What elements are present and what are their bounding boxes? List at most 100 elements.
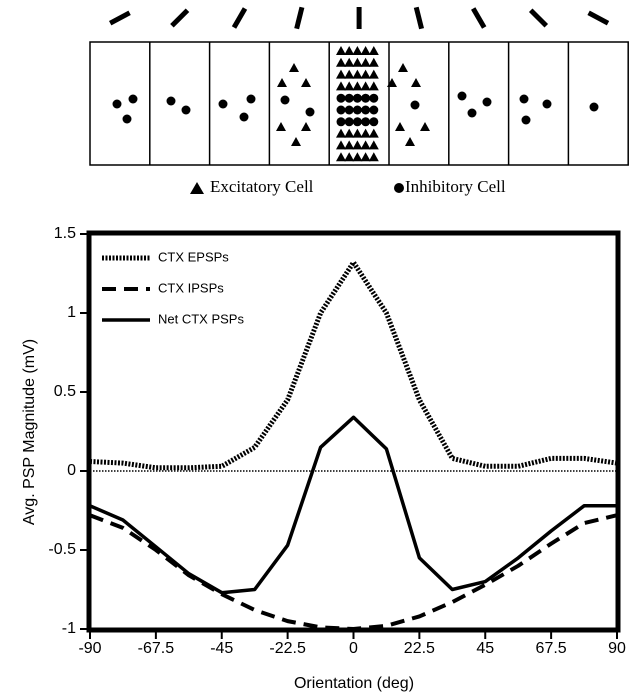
y-tick-label: 0.5 (54, 383, 76, 400)
inhibitory-cell (482, 97, 492, 107)
excitatory-cell (336, 57, 346, 67)
legend-label: CTX IPSPs (158, 280, 224, 295)
excitatory-cell (360, 140, 371, 150)
excitatory-cell (344, 128, 355, 138)
inhibitory-cell (410, 100, 420, 110)
orientation-bar (587, 10, 610, 26)
inhibitory-cell (352, 117, 362, 127)
inhibitory-cell (112, 99, 122, 109)
inhibitory-cell (521, 115, 531, 125)
inhibitory-cell (166, 96, 176, 106)
excitatory-cell (336, 140, 346, 150)
legend-label: Net CTX PSPs (158, 311, 244, 326)
excitatory-cell (368, 152, 379, 162)
inhibitory-cell (352, 105, 362, 115)
x-tick-label: -45 (210, 640, 233, 657)
inhibitory-cell (369, 105, 379, 115)
y-tick-label: 1 (67, 304, 76, 321)
excitatory-cell (360, 81, 371, 91)
series-line (89, 259, 618, 471)
x-tick-label: -67.5 (138, 640, 175, 657)
excitatory-cell (336, 152, 346, 162)
excitatory-cell (368, 140, 379, 150)
excitatory-cell (352, 152, 363, 162)
excitatory-cell (368, 128, 379, 138)
excitatory-cell (360, 57, 371, 67)
excitatory-cell (277, 78, 287, 87)
excitatory-cell (344, 57, 355, 67)
excitatory-cell (352, 57, 363, 67)
orientation-bar (294, 6, 305, 30)
legend-label: Excitatory Cell (210, 177, 314, 196)
excitatory-cell (344, 81, 355, 91)
excitatory-cell (344, 46, 355, 55)
inhibitory-cell (239, 112, 249, 122)
x-axis-label: Orientation (deg) (294, 675, 414, 692)
excitatory-cell (360, 69, 371, 79)
inhibitory-cell (467, 108, 477, 118)
orientation-bar (231, 7, 248, 29)
inhibitory-cell (246, 94, 256, 104)
inhibitory-cell (128, 94, 138, 104)
orientation-diagram (89, 6, 629, 166)
inhibitory-cell (457, 91, 467, 101)
inhibitory-cell (361, 105, 371, 115)
x-tick-label: 45 (476, 640, 494, 657)
excitatory-cell (368, 46, 379, 55)
y-axis-label: Avg. PSP Magnitude (mV) (21, 339, 38, 525)
inhibitory-cell (542, 99, 552, 109)
inhibitory-cell (336, 93, 346, 103)
inhibitory-cell (369, 117, 379, 127)
excitatory-cell (352, 128, 363, 138)
inhibitory-cell (122, 114, 132, 124)
excitatory-symbol (190, 182, 204, 194)
orientation-bar (109, 10, 131, 26)
x-tick-label: 0 (349, 640, 358, 657)
excitatory-cell (289, 63, 299, 72)
orientation-bar (528, 8, 549, 28)
excitatory-cell (368, 57, 379, 67)
inhibitory-cell (344, 93, 354, 103)
x-tick-label: 90 (608, 640, 626, 657)
excitatory-cell (336, 128, 346, 138)
excitatory-cell (368, 69, 379, 79)
inhibitory-cell (352, 93, 362, 103)
x-tick-label: 67.5 (536, 640, 567, 657)
orientation-bar (413, 6, 424, 30)
inhibitory-cell (336, 105, 346, 115)
excitatory-cell (301, 122, 311, 131)
excitatory-cell (411, 78, 421, 87)
excitatory-cell (344, 140, 355, 150)
excitatory-cell (352, 140, 363, 150)
legend-label: CTX EPSPs (158, 249, 229, 264)
inhibitory-cell (361, 93, 371, 103)
excitatory-cell (352, 81, 363, 91)
inhibitory-cell (589, 102, 599, 112)
x-tick-label: -90 (78, 640, 101, 657)
y-tick-label: 0 (67, 462, 76, 479)
excitatory-cell (301, 78, 311, 87)
y-tick-label: 1.5 (54, 225, 76, 242)
inhibitory-cell (218, 99, 228, 109)
inhibitory-cell (280, 95, 290, 105)
inhibitory-cell (344, 105, 354, 115)
inhibitory-cell (361, 117, 371, 127)
inhibitory-symbol (394, 183, 404, 193)
legend-label: Inhibitory Cell (405, 177, 506, 196)
excitatory-cell (387, 78, 397, 87)
excitatory-cell (344, 69, 355, 79)
excitatory-cell (336, 46, 346, 55)
y-tick-label: -0.5 (48, 541, 76, 558)
excitatory-cell (344, 152, 355, 162)
excitatory-cell (360, 152, 371, 162)
inhibitory-cell (369, 93, 379, 103)
x-tick-label: 22.5 (404, 640, 435, 657)
y-tick-label: -1 (62, 620, 76, 637)
inhibitory-cell (344, 117, 354, 127)
inhibitory-cell (519, 94, 529, 104)
excitatory-cell (360, 46, 371, 55)
inhibitory-cell (305, 107, 315, 117)
inhibitory-cell (336, 117, 346, 127)
series-line (89, 415, 617, 595)
